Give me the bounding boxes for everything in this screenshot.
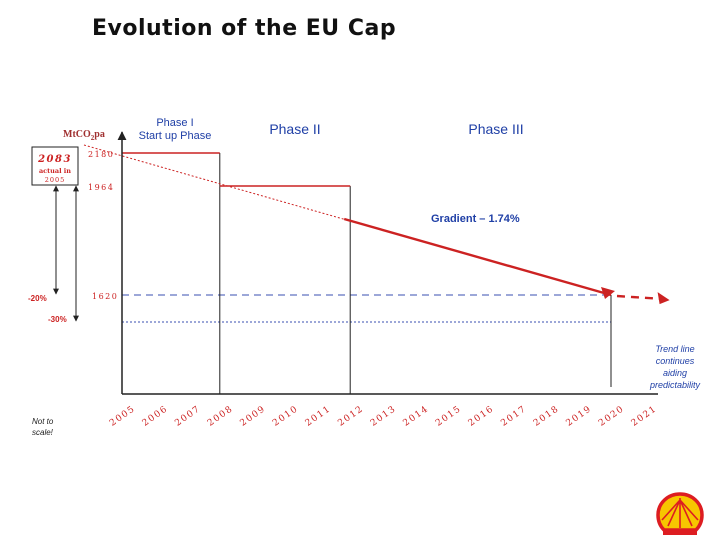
- x-tick-label: 2008: [206, 404, 235, 429]
- x-tick-label: 2010: [271, 404, 300, 429]
- trend-note: continues: [656, 356, 695, 366]
- reference-lines: [122, 294, 611, 323]
- trend-dotted-line: [83, 144, 351, 222]
- y-tick-label: 2180: [88, 150, 114, 159]
- x-tick-label: 2005: [108, 404, 137, 429]
- x-tick-label: 2021: [630, 404, 659, 429]
- x-tick-label: 2018: [532, 404, 561, 429]
- x-tick-label: 2020: [597, 404, 626, 429]
- phase-label: Phase II: [269, 121, 320, 137]
- axes: [117, 131, 658, 395]
- x-tick-label: 2016: [467, 404, 496, 429]
- reduction-label: -20%: [28, 294, 47, 303]
- page-title: Evolution of the EU Cap: [92, 16, 397, 41]
- x-tick-label: 2007: [173, 404, 202, 429]
- x-tick-label: 2009: [239, 404, 268, 429]
- trend-continuation-line: [616, 294, 664, 301]
- x-tick-label: 2017: [499, 404, 528, 429]
- x-tick-label: 2006: [141, 404, 170, 429]
- scale-note: scale!: [32, 428, 54, 437]
- y-tick-label: 1620: [92, 292, 118, 301]
- x-tick-label: 2015: [434, 404, 463, 429]
- x-tick-labels: 2005 2006 2007 2008 2009 2010 2011 2012 2013 2014…: [108, 404, 659, 429]
- x-tick-label: 2012: [336, 404, 365, 429]
- phase-label: Start up Phase: [139, 130, 212, 142]
- cap-lines: [83, 144, 670, 305]
- x-tick-label: 2014: [402, 404, 431, 429]
- actual-text: actual in: [39, 167, 71, 175]
- y-tick-label: 1964: [88, 183, 114, 192]
- actual-box: [31, 146, 79, 186]
- shell-logo: [656, 492, 704, 535]
- trend-arrowhead: [657, 292, 670, 305]
- phase-boundaries: [219, 153, 612, 394]
- reduction-label: -30%: [48, 315, 67, 324]
- y-axis-unit: MtCO2pa: [63, 129, 105, 142]
- gradient-arrowhead: [601, 287, 615, 299]
- actual-year: 2005: [45, 176, 66, 184]
- gradient-line: [343, 217, 612, 297]
- trend-note: Trend line: [655, 344, 694, 354]
- phase-label: Phase III: [468, 121, 523, 137]
- phase-label: Phase I: [156, 117, 193, 129]
- x-tick-label: 2013: [369, 404, 398, 429]
- trend-note: predictability: [649, 380, 701, 390]
- scale-note: Not to: [32, 417, 54, 426]
- trend-note: aiding: [663, 368, 687, 378]
- x-tick-label: 2011: [304, 404, 333, 429]
- x-tick-label: 2019: [565, 404, 594, 429]
- gradient-label: Gradient – 1.74%: [431, 213, 520, 225]
- actual-value: 2083: [37, 154, 72, 165]
